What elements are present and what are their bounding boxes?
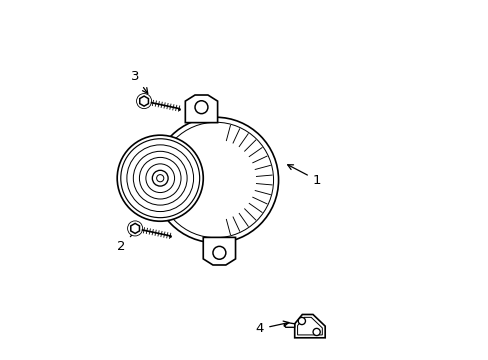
Polygon shape [294,315,325,338]
Circle shape [152,170,168,186]
Circle shape [117,135,203,221]
Circle shape [153,117,278,243]
Circle shape [312,328,320,336]
Text: 3: 3 [131,69,147,94]
Text: 1: 1 [287,165,321,186]
Text: 4: 4 [255,321,288,335]
Polygon shape [203,237,235,265]
Circle shape [298,318,305,325]
Text: 2: 2 [117,227,139,253]
Polygon shape [130,224,139,233]
Circle shape [136,94,151,109]
Polygon shape [185,95,217,123]
Polygon shape [140,96,148,106]
Circle shape [156,175,163,182]
Circle shape [195,101,207,114]
Polygon shape [284,323,294,327]
Circle shape [212,246,225,259]
Circle shape [127,221,142,236]
